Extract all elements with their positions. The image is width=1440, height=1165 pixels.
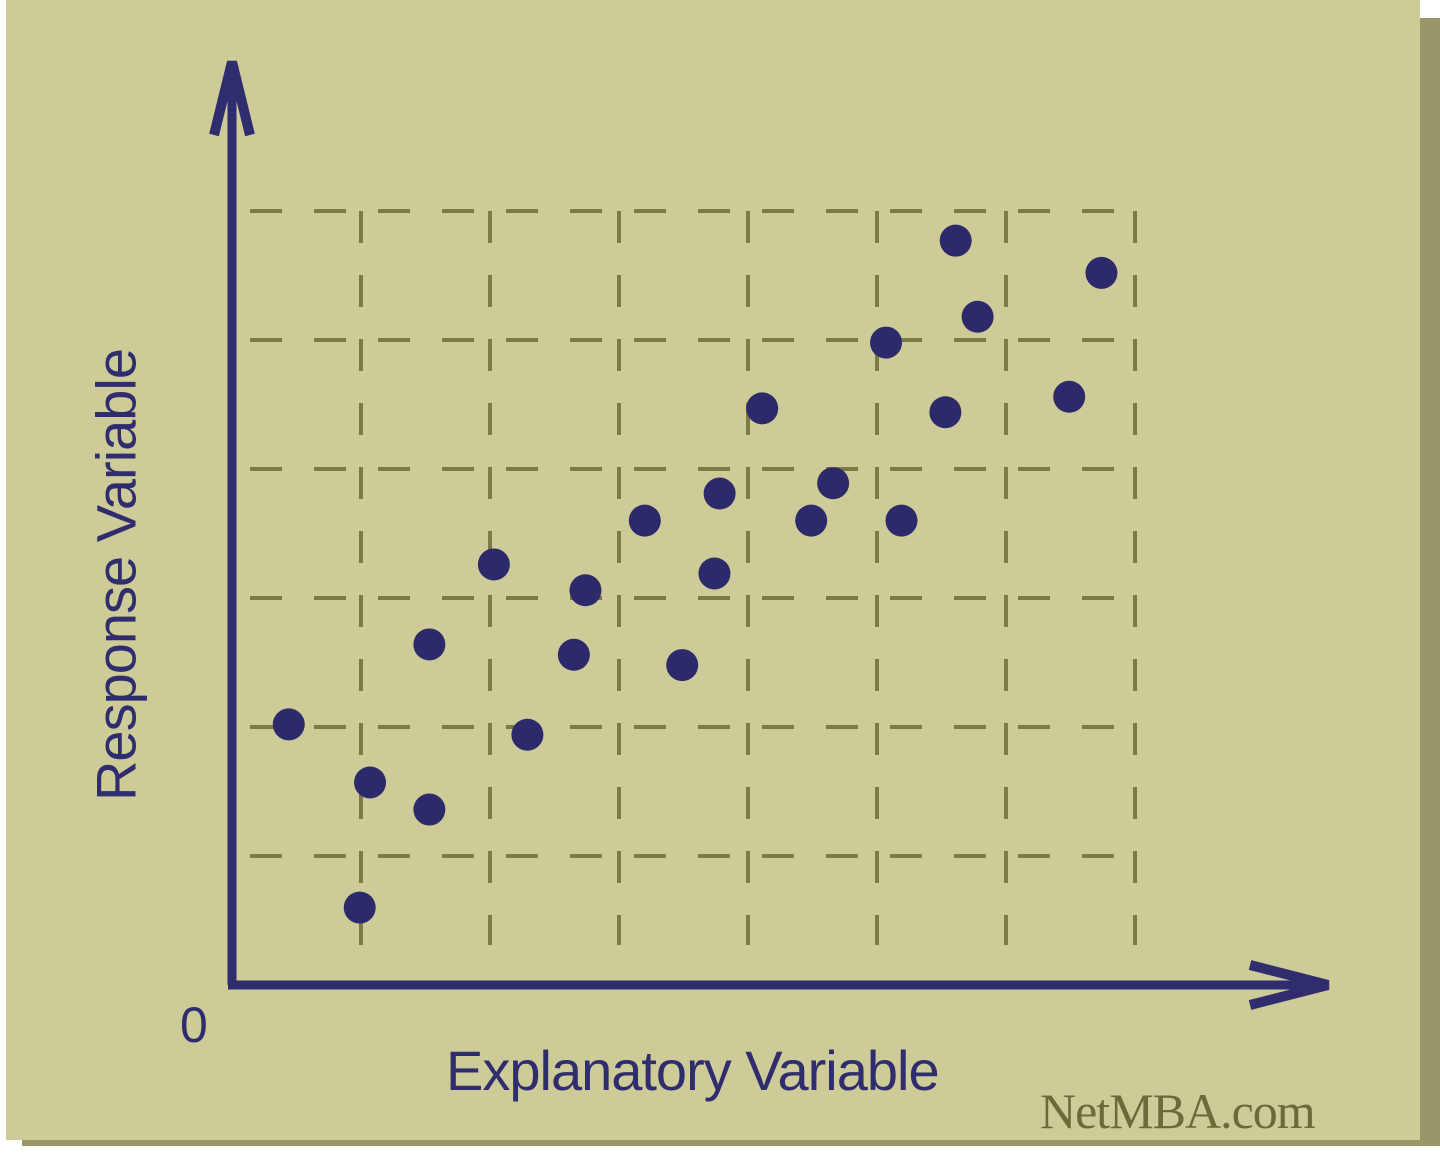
data-point (795, 504, 828, 537)
data-point (413, 793, 446, 826)
data-point (817, 467, 850, 500)
y-axis-label: Response Variable (84, 348, 148, 802)
data-point (511, 718, 544, 751)
y-axis-arrow-icon (209, 60, 255, 137)
data-point (929, 396, 962, 429)
data-point (885, 504, 918, 537)
data-point (569, 574, 602, 607)
data-point (413, 628, 446, 661)
x-axis-label: Explanatory Variable (446, 1039, 940, 1102)
data-point (477, 548, 510, 581)
origin-label: 0 (180, 997, 208, 1053)
data-point (698, 557, 731, 590)
data-point (343, 891, 376, 924)
data-point (666, 649, 699, 682)
data-point (939, 224, 972, 257)
x-axis-arrow-icon (1248, 960, 1330, 1010)
data-point (746, 392, 779, 425)
data-point (354, 766, 387, 799)
data-point (703, 477, 736, 510)
watermark: NetMBA.com (1040, 1083, 1316, 1139)
data-point (961, 300, 994, 333)
axes (209, 60, 1330, 1010)
data-point (557, 638, 590, 671)
data-point (1085, 256, 1118, 289)
data-point (1053, 380, 1086, 413)
data-point (272, 708, 305, 741)
data-points (272, 224, 1118, 924)
data-point (870, 326, 903, 359)
data-point (628, 504, 661, 537)
grid-lines (250, 209, 1137, 945)
